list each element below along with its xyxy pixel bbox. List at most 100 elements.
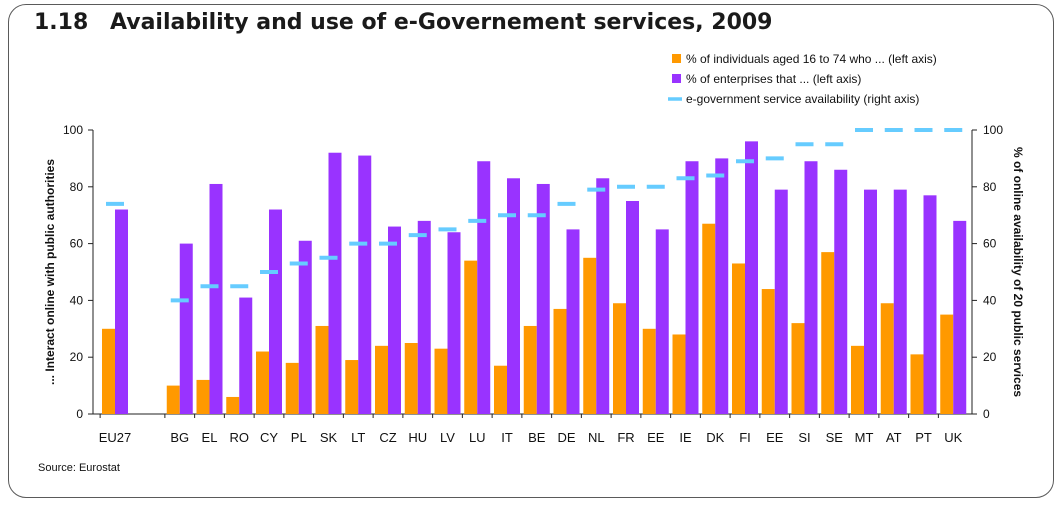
bar-individuals-pl (285, 362, 299, 414)
bar-enterprises-mt (864, 189, 877, 414)
bar-enterprises-si (804, 161, 818, 414)
bar-individuals-fr (613, 303, 626, 414)
bar-enterprises-fr (626, 201, 639, 414)
bar-individuals-bg (166, 385, 180, 414)
x-tick-label: CY (260, 430, 278, 445)
bar-enterprises-lv (447, 232, 461, 414)
x-tick-label: NL (588, 430, 605, 445)
y-tick-label-right: 40 (983, 293, 997, 307)
y-tick-label-right: 80 (983, 180, 997, 194)
bar-enterprises-ee (655, 229, 669, 414)
bar-individuals-dk (702, 223, 716, 414)
bar-individuals-sk (315, 325, 329, 414)
bar-enterprises-sk (328, 152, 342, 414)
bar-individuals-ee (761, 289, 775, 414)
bar-enterprises-cy (269, 209, 282, 414)
bar-individuals-at (880, 303, 894, 414)
x-tick-label: PL (291, 430, 307, 445)
y-tick-label-left: 40 (70, 293, 84, 307)
y-tick-label-right: 0 (983, 407, 990, 421)
bar-enterprises-it (507, 178, 520, 414)
x-tick-label: LV (440, 430, 455, 445)
legend: % of individuals aged 16 to 74 who ... (… (668, 52, 937, 106)
legend-swatch-enterprises (672, 74, 681, 83)
x-tick-label: RO (230, 430, 250, 445)
bar-enterprises-bg (179, 243, 193, 414)
bar-individuals-nl (583, 257, 597, 414)
x-tick-label: EL (202, 430, 218, 445)
x-tick-label: CZ (379, 430, 396, 445)
y-tick-label-left: 20 (70, 350, 84, 364)
bar-enterprises-ro (239, 297, 253, 414)
bar-enterprises-hu (417, 220, 431, 414)
x-tick-label: LT (351, 430, 365, 445)
bar-individuals-uk (940, 314, 954, 414)
x-tick-label: LU (469, 430, 486, 445)
legend-swatch-individuals (672, 54, 681, 63)
x-tick-label: SK (320, 430, 338, 445)
bar-individuals-cz (375, 345, 388, 414)
x-tick-label: PT (915, 430, 932, 445)
bar-individuals-si (791, 323, 805, 414)
bar-enterprises-lu (477, 161, 491, 414)
y2-axis-label: % of online availability of 20 public se… (1011, 147, 1025, 397)
bar-individuals-lu (464, 260, 478, 414)
x-tick-label: MT (855, 430, 874, 445)
bar-enterprises-be (536, 183, 550, 414)
source-note: Source: Eurostat (38, 462, 120, 474)
x-tick-label: SI (798, 430, 810, 445)
legend-label-availability: e-government service availability (right… (686, 92, 919, 106)
bar-individuals-ee (642, 328, 656, 414)
x-tick-label: EU27 (99, 430, 132, 445)
bar-enterprises-eu27 (115, 209, 128, 414)
x-tick-label: DK (706, 430, 724, 445)
bar-individuals-el (196, 379, 210, 414)
bar-individuals-cy (256, 351, 269, 414)
bar-enterprises-se (834, 169, 848, 414)
bar-individuals-lv (434, 348, 448, 414)
x-tick-label: EE (766, 430, 784, 445)
legend-label-individuals: % of individuals aged 16 to 74 who ... (… (686, 52, 937, 66)
x-tick-label: BE (528, 430, 546, 445)
bar-individuals-de (553, 308, 567, 414)
bar-enterprises-cz (388, 226, 401, 414)
bar-individuals-mt (851, 345, 864, 414)
bar-enterprises-pt (923, 195, 937, 414)
bar-enterprises-nl (596, 178, 610, 414)
figure-number: 1.18 (34, 10, 89, 35)
y-tick-label-left: 80 (70, 180, 84, 194)
plot-area: 0 0 20 20 40 40 60 60 80 80 100 100 EU27 BG EL RO CY PL SK… (63, 123, 1003, 445)
bar-enterprises-de (566, 229, 580, 414)
y-tick-label-right: 100 (983, 123, 1003, 137)
bar-individuals-ro (226, 396, 240, 414)
bar-enterprises-dk (715, 158, 729, 414)
y-axis-label: ... Interact online with public authorit… (43, 159, 57, 385)
x-tick-label: AT (886, 430, 902, 445)
x-tick-label: FR (617, 430, 634, 445)
x-tick-label: SE (826, 430, 844, 445)
bar-enterprises-uk (953, 220, 967, 414)
bar-individuals-fi (732, 263, 745, 414)
x-tick-label: IT (501, 430, 513, 445)
bar-individuals-lt (345, 360, 359, 414)
y-tick-label-right: 20 (983, 350, 997, 364)
bar-enterprises-lt (358, 155, 372, 414)
bar-individuals-it (494, 365, 507, 414)
x-tick-label: IE (679, 430, 692, 445)
x-tick-label: BG (170, 430, 189, 445)
x-tick-label: FI (739, 430, 751, 445)
bar-individuals-eu27 (102, 328, 115, 414)
y-tick-label-left: 60 (70, 237, 84, 251)
x-tick-label: UK (944, 430, 962, 445)
bar-enterprises-ee (774, 189, 788, 414)
x-tick-label: DE (557, 430, 575, 445)
bar-individuals-ie (672, 334, 686, 414)
bar-individuals-se (821, 252, 835, 414)
bar-enterprises-el (209, 183, 223, 414)
bar-enterprises-at (893, 189, 907, 414)
bar-individuals-hu (404, 343, 418, 414)
bar-individuals-pt (910, 354, 924, 414)
legend-label-enterprises: % of enterprises that ... (left axis) (686, 72, 861, 86)
bar-enterprises-ie (685, 161, 699, 414)
